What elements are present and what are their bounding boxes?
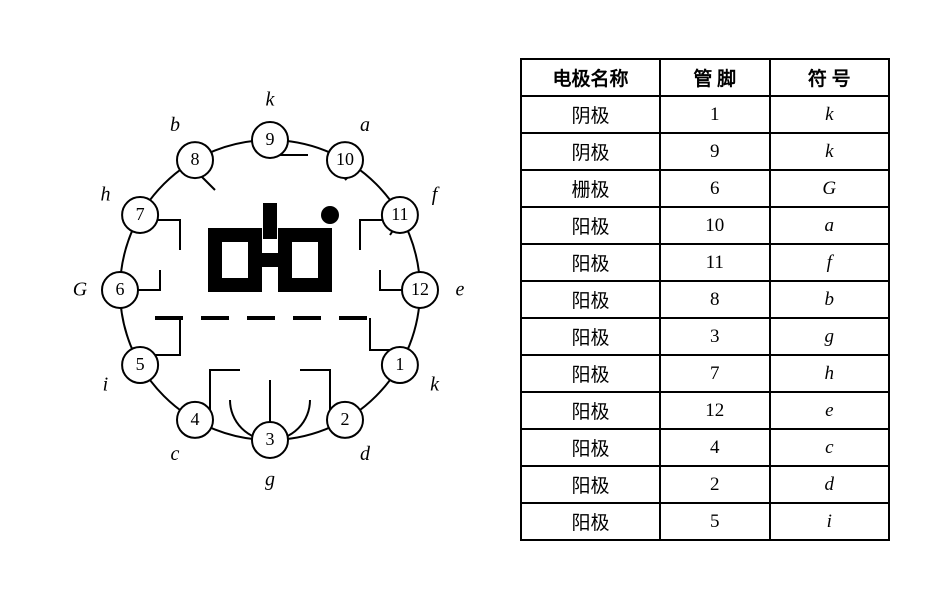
cell-pin: 8 — [660, 281, 770, 318]
cell-symbol: d — [770, 466, 889, 503]
cell-name: 阳极 — [521, 429, 660, 466]
cell-symbol: a — [770, 207, 889, 244]
cell-pin: 12 — [660, 392, 770, 429]
cell-name: 阴极 — [521, 133, 660, 170]
cell-name: 阳极 — [521, 355, 660, 392]
table-header-row: 电极名称 管 脚 符 号 — [521, 59, 889, 96]
cell-pin: 3 — [660, 318, 770, 355]
cell-name: 阳极 — [521, 503, 660, 540]
pin-number: 7 — [136, 204, 145, 224]
cell-name: 阳极 — [521, 207, 660, 244]
pin-label: b — [170, 114, 180, 136]
cell-name: 栅极 — [521, 170, 660, 207]
pin-label: c — [171, 443, 180, 465]
cell-symbol: i — [770, 503, 889, 540]
col-header-symbol: 符 号 — [770, 59, 889, 96]
pin-number: 4 — [191, 409, 200, 429]
col-header-pin: 管 脚 — [660, 59, 770, 96]
cell-symbol: f — [770, 244, 889, 281]
cell-symbol: h — [770, 355, 889, 392]
pin-label: a — [360, 114, 370, 136]
cell-pin: 10 — [660, 207, 770, 244]
pin-label: f — [432, 184, 440, 206]
table-row: 阳极4c — [521, 429, 889, 466]
cell-name: 阳极 — [521, 318, 660, 355]
table-row: 阳极7h — [521, 355, 889, 392]
cell-name: 阳极 — [521, 466, 660, 503]
pin-number: 9 — [266, 129, 275, 149]
pin-number: 10 — [336, 149, 354, 169]
cell-pin: 4 — [660, 429, 770, 466]
cell-symbol: k — [770, 133, 889, 170]
pin-number: 3 — [266, 429, 275, 449]
table-row: 阴极9k — [521, 133, 889, 170]
table-row: 栅极6G — [521, 170, 889, 207]
table-row: 阳极5i — [521, 503, 889, 540]
cell-name: 阳极 — [521, 244, 660, 281]
table-row: 阳极8b — [521, 281, 889, 318]
pin-number: 12 — [411, 279, 429, 299]
pin-label: e — [456, 279, 465, 301]
cell-pin: 11 — [660, 244, 770, 281]
page-container: 9k10a11f12e1k2d3g4c5i6G7h8b 电极名称 管 脚 符 号… — [0, 0, 938, 591]
cell-name: 阳极 — [521, 281, 660, 318]
pin-label: k — [266, 89, 276, 111]
table-row: 阳极11f — [521, 244, 889, 281]
table-row: 阳极3g — [521, 318, 889, 355]
pin-label: G — [73, 279, 88, 301]
pin-label: i — [103, 374, 109, 396]
cell-pin: 1 — [660, 96, 770, 133]
cell-symbol: G — [770, 170, 889, 207]
table-row: 阳极10a — [521, 207, 889, 244]
cell-symbol: g — [770, 318, 889, 355]
cell-pin: 7 — [660, 355, 770, 392]
pin-number: 8 — [191, 149, 200, 169]
cell-symbol: c — [770, 429, 889, 466]
pin-label: d — [360, 443, 371, 465]
decimal-dot — [321, 206, 339, 224]
cell-pin: 6 — [660, 170, 770, 207]
cell-pin: 2 — [660, 466, 770, 503]
cell-name: 阳极 — [521, 392, 660, 429]
pin-number: 1 — [395, 354, 404, 374]
cell-pin: 9 — [660, 133, 770, 170]
pin-label: g — [265, 469, 275, 491]
cell-name: 阴极 — [521, 96, 660, 133]
table-row: 阳极2d — [521, 466, 889, 503]
pin-number: 2 — [341, 409, 350, 429]
col-header-name: 电极名称 — [521, 59, 660, 96]
pin-number: 11 — [391, 204, 408, 224]
pin-label: k — [430, 374, 440, 396]
electrode-table: 电极名称 管 脚 符 号 阴极1k阴极9k栅极6G阳极10a阳极11f阳极8b阳… — [520, 58, 890, 541]
cell-symbol: e — [770, 392, 889, 429]
cell-pin: 5 — [660, 503, 770, 540]
tube-pinout-diagram: 9 k 10 a 11 f 12 e 1 k 2d 3 g 4c 5 i 6 G 7 h 8b — [60, 60, 480, 520]
pin-number: 5 — [136, 354, 145, 374]
cell-symbol: b — [770, 281, 889, 318]
table-row: 阳极12e — [521, 392, 889, 429]
pin-label: h — [100, 184, 110, 206]
cell-symbol: k — [770, 96, 889, 133]
pin-number: 6 — [116, 279, 125, 299]
table-row: 阴极1k — [521, 96, 889, 133]
